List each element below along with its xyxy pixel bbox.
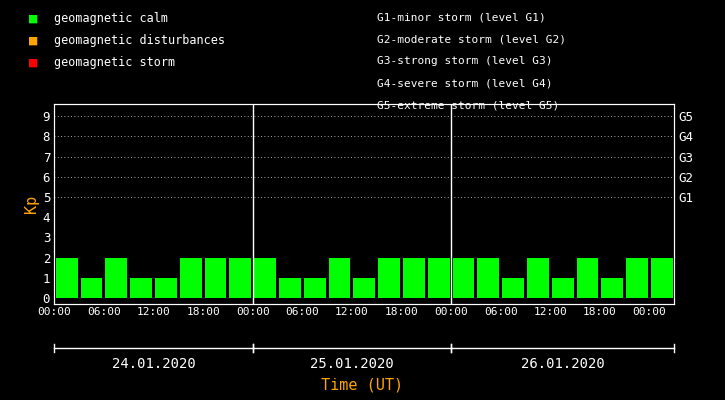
Bar bbox=[576, 258, 598, 298]
Bar bbox=[353, 278, 376, 298]
Text: geomagnetic storm: geomagnetic storm bbox=[54, 56, 175, 69]
Bar bbox=[279, 278, 301, 298]
Bar bbox=[155, 278, 177, 298]
Text: G1-minor storm (level G1): G1-minor storm (level G1) bbox=[377, 12, 546, 22]
Bar bbox=[428, 258, 450, 298]
Text: 25.01.2020: 25.01.2020 bbox=[310, 357, 394, 371]
Bar bbox=[651, 258, 673, 298]
Bar bbox=[452, 258, 474, 298]
Text: G5-extreme storm (level G5): G5-extreme storm (level G5) bbox=[377, 100, 559, 110]
Bar bbox=[328, 258, 350, 298]
Bar bbox=[403, 258, 425, 298]
Text: geomagnetic disturbances: geomagnetic disturbances bbox=[54, 34, 225, 47]
Text: ■: ■ bbox=[29, 56, 38, 70]
Bar bbox=[180, 258, 202, 298]
Text: geomagnetic calm: geomagnetic calm bbox=[54, 12, 168, 25]
Bar bbox=[56, 258, 78, 298]
Bar bbox=[626, 258, 648, 298]
Text: 24.01.2020: 24.01.2020 bbox=[112, 357, 196, 371]
Bar bbox=[130, 278, 152, 298]
Bar bbox=[527, 258, 549, 298]
Text: G3-strong storm (level G3): G3-strong storm (level G3) bbox=[377, 56, 552, 66]
Bar bbox=[229, 258, 252, 298]
Bar bbox=[105, 258, 128, 298]
Text: Time (UT): Time (UT) bbox=[321, 378, 404, 393]
Bar bbox=[254, 258, 276, 298]
Bar bbox=[204, 258, 226, 298]
Text: G2-moderate storm (level G2): G2-moderate storm (level G2) bbox=[377, 34, 566, 44]
Bar bbox=[552, 278, 573, 298]
Bar bbox=[378, 258, 400, 298]
Y-axis label: Kp: Kp bbox=[23, 195, 38, 213]
Bar bbox=[601, 278, 624, 298]
Bar bbox=[304, 278, 326, 298]
Bar bbox=[80, 278, 102, 298]
Text: 26.01.2020: 26.01.2020 bbox=[521, 357, 605, 371]
Bar bbox=[477, 258, 500, 298]
Text: ■: ■ bbox=[29, 34, 38, 48]
Bar bbox=[502, 278, 524, 298]
Text: G4-severe storm (level G4): G4-severe storm (level G4) bbox=[377, 78, 552, 88]
Text: ■: ■ bbox=[29, 12, 38, 26]
